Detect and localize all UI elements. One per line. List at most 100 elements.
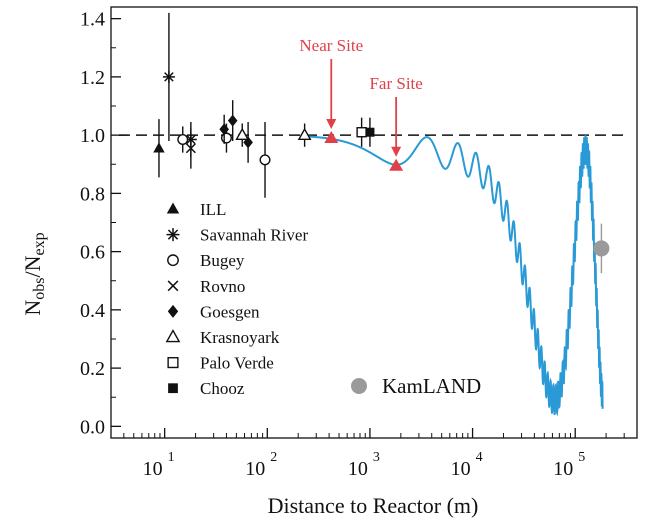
marker-ill bbox=[153, 142, 165, 153]
data-point-bugey bbox=[259, 122, 271, 198]
marker-palo-verde bbox=[356, 127, 367, 138]
site-label: Far Site bbox=[369, 74, 422, 93]
marker-shape bbox=[219, 123, 229, 136]
kamland-marker bbox=[351, 378, 367, 394]
legend-item-palo-verde: Palo Verde bbox=[167, 354, 274, 373]
x-tick-label: 10 bbox=[348, 458, 368, 480]
legend-item-chooz: Chooz bbox=[168, 379, 245, 398]
marker-shape bbox=[167, 357, 179, 369]
marker-shape bbox=[351, 378, 367, 394]
site-near-site: Near Site bbox=[299, 36, 363, 144]
kamland-label: KamLAND bbox=[382, 374, 481, 398]
marker-goesgen bbox=[219, 123, 229, 136]
legend-item-savannah-river: Savannah River bbox=[166, 226, 308, 245]
data-point-goesgen bbox=[243, 122, 253, 163]
marker-shape bbox=[297, 127, 312, 141]
data-point-goesgen bbox=[219, 114, 229, 144]
marker-shape bbox=[220, 132, 232, 144]
legend-label: Savannah River bbox=[200, 226, 308, 245]
marker-goesgen bbox=[227, 114, 238, 127]
x-tick-label: 10 bbox=[143, 458, 163, 480]
marker-bugey bbox=[259, 154, 271, 166]
oscillation-curve bbox=[306, 135, 604, 417]
plot-border bbox=[110, 6, 638, 439]
legend-label: ILL bbox=[200, 200, 226, 219]
x-tick-label: 10 bbox=[451, 458, 471, 480]
legend-marker bbox=[167, 280, 179, 292]
legend-item-krasnoyark: Krasnoyark bbox=[165, 328, 280, 347]
x-tick-exponent: 1 bbox=[168, 450, 175, 465]
marker-shape bbox=[235, 127, 250, 141]
marker-chooz bbox=[365, 127, 375, 137]
marker-shape bbox=[168, 383, 178, 394]
legend-marker bbox=[165, 329, 181, 343]
x-tick-exponent: 3 bbox=[373, 450, 380, 465]
legend-label: Goesgen bbox=[200, 302, 260, 321]
legend-marker bbox=[166, 202, 180, 214]
y-tick-label: 1.4 bbox=[80, 9, 105, 31]
y-tick-label: 1.0 bbox=[80, 125, 105, 147]
plot-frame bbox=[110, 6, 638, 439]
oscillation-curve-group bbox=[306, 135, 604, 417]
data-point-chooz bbox=[365, 117, 375, 147]
site-far-site: Far Site bbox=[369, 74, 423, 171]
y-axis-title: Nobs/Nexp bbox=[20, 232, 48, 315]
marker-bugey bbox=[177, 134, 189, 146]
legend-label: Rovno bbox=[200, 277, 245, 296]
marker-shape bbox=[365, 127, 375, 137]
y-tick-label: 0.2 bbox=[80, 358, 105, 380]
data-point-ill bbox=[153, 119, 165, 178]
data-point-goesgen bbox=[227, 100, 238, 141]
legend-item-rovno: Rovno bbox=[167, 277, 245, 296]
legend-label: Bugey bbox=[200, 251, 245, 270]
legend-label: Krasnoyark bbox=[200, 328, 280, 347]
x-tick-exponent: 2 bbox=[270, 450, 277, 465]
x-axis-title: Distance to Reactor (m) bbox=[268, 493, 479, 518]
legend-marker bbox=[168, 383, 178, 394]
legend-item-goesgen: Goesgen bbox=[167, 302, 260, 321]
data-point-palo-verde bbox=[356, 117, 367, 147]
legend-marker bbox=[166, 228, 180, 242]
legend-marker bbox=[167, 304, 179, 318]
data-point-kamland bbox=[593, 223, 610, 274]
marker-shape bbox=[177, 134, 189, 146]
legend-item-ill: ILL bbox=[166, 200, 226, 219]
marker-shape bbox=[164, 72, 174, 82]
marker-savannah-river bbox=[162, 70, 175, 83]
marker-shape bbox=[227, 114, 238, 127]
x-tick-exponent: 5 bbox=[578, 450, 585, 465]
marker-krasnoyark bbox=[297, 127, 312, 141]
site-arrow-head bbox=[391, 146, 402, 157]
data-point-krasnoyark bbox=[297, 123, 312, 147]
y-tick-label: 0.4 bbox=[80, 300, 105, 322]
marker-rovno bbox=[185, 143, 196, 154]
site-marker bbox=[324, 131, 339, 144]
data-point-rovno bbox=[185, 127, 196, 169]
site-marker bbox=[389, 158, 404, 171]
legend: ILL Savannah River Bugey Rovno Goesgen Krasno… bbox=[165, 200, 367, 398]
x-tick-exponent: 4 bbox=[476, 450, 483, 465]
marker-shape bbox=[153, 142, 165, 153]
data-point-savannah-river bbox=[162, 12, 175, 141]
legend-label: Palo Verde bbox=[200, 354, 274, 373]
data-points-group bbox=[153, 12, 610, 274]
site-label: Near Site bbox=[299, 36, 363, 55]
marker-krasnoyark bbox=[235, 127, 250, 141]
legend-label: Chooz bbox=[200, 379, 245, 398]
legend-marker bbox=[167, 254, 179, 267]
y-axis: 0.0 0.2 0.4 0.6 0.8 1.0 1.2 1.4 bbox=[80, 9, 121, 438]
x-axis: 10 1 10 2 10 3 10 4 10 5 bbox=[110, 428, 638, 480]
marker-shape bbox=[356, 127, 367, 138]
y-tick-label: 0.6 bbox=[80, 242, 105, 264]
y-tick-label: 1.2 bbox=[80, 67, 105, 89]
marker-shape bbox=[166, 202, 180, 214]
x-tick-label: 10 bbox=[553, 458, 573, 480]
marker-shape bbox=[167, 229, 179, 240]
y-tick-label: 0.8 bbox=[80, 183, 105, 205]
x-tick-label: 10 bbox=[245, 458, 265, 480]
marker-kamland bbox=[593, 240, 610, 257]
data-point-krasnoyark bbox=[235, 123, 250, 147]
y-tick-label: 0.0 bbox=[80, 416, 105, 438]
legend-item-bugey: Bugey bbox=[167, 251, 245, 270]
